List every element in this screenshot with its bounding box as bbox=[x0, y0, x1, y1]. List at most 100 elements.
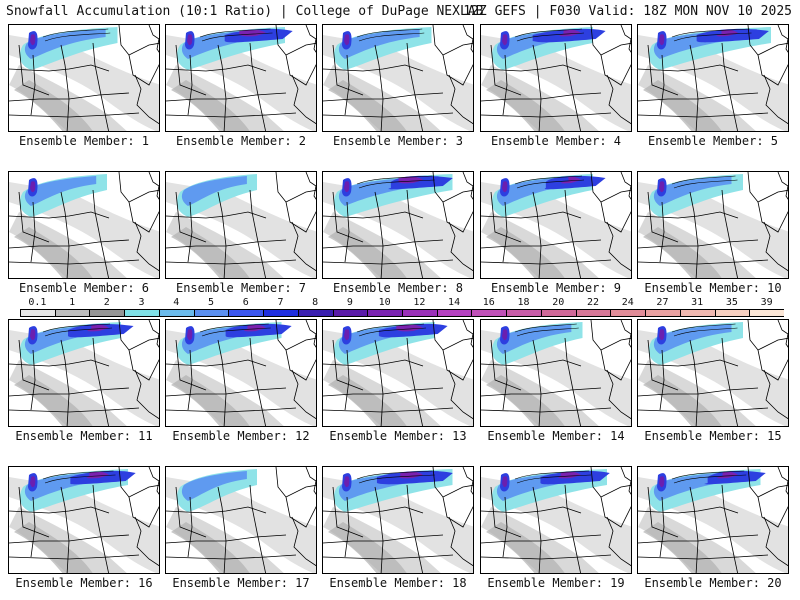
colorbar-tick bbox=[124, 309, 126, 317]
colorbar-swatch bbox=[506, 309, 541, 317]
colorbar-tick-label: 4 bbox=[173, 297, 180, 308]
colorbar-tick bbox=[263, 309, 265, 317]
colorbar-tick-label: 35 bbox=[725, 297, 738, 308]
colorbar-swatch bbox=[471, 309, 507, 317]
ensemble-member-panel bbox=[480, 319, 632, 427]
snowfall-map bbox=[166, 320, 316, 426]
ensemble-member-label: Ensemble Member: 20 bbox=[644, 576, 782, 590]
ensemble-member-panel bbox=[322, 466, 474, 574]
ensemble-member-panel bbox=[165, 319, 317, 427]
colorbar-tick-label: 12 bbox=[413, 297, 426, 308]
snowfall-map bbox=[323, 467, 473, 573]
colorbar-swatch bbox=[749, 309, 784, 317]
ensemble-member-panel bbox=[480, 24, 632, 132]
ensemble-member-panel bbox=[8, 466, 160, 574]
colorbar-tick-label: 16 bbox=[482, 297, 495, 308]
colorbar-tick-label: 9 bbox=[346, 297, 353, 308]
colorbar-swatch bbox=[158, 309, 194, 317]
colorbar-tick bbox=[193, 309, 195, 317]
colorbar-tick bbox=[714, 309, 716, 317]
ensemble-member-panel bbox=[322, 24, 474, 132]
colorbar-tick-label: 8 bbox=[312, 297, 319, 308]
snowfall-map bbox=[166, 25, 316, 131]
ensemble-member-panel bbox=[637, 171, 789, 279]
colorbar-tick-label: 20 bbox=[552, 297, 565, 308]
colorbar-swatch bbox=[228, 309, 264, 317]
ensemble-member-label: Ensemble Member: 9 bbox=[490, 281, 622, 295]
colorbar-tick-label: 39 bbox=[760, 297, 773, 308]
ensemble-member-label: Ensemble Member: 11 bbox=[15, 429, 153, 443]
ensemble-member-label: Ensemble Member: 13 bbox=[329, 429, 467, 443]
ensemble-member-panel bbox=[322, 319, 474, 427]
colorbar-swatch bbox=[124, 309, 159, 317]
snowfall-map bbox=[9, 320, 159, 426]
ensemble-member-panel bbox=[8, 171, 160, 279]
snowfall-map bbox=[481, 25, 631, 131]
colorbar-tick bbox=[610, 309, 612, 317]
run-info: 12Z GEFS | F030 Valid: 18Z MON NOV 10 20… bbox=[463, 4, 792, 19]
colorbar-tick-label: 7 bbox=[277, 297, 284, 308]
colorbar-tick bbox=[749, 309, 751, 317]
colorbar-tick bbox=[645, 309, 647, 317]
colorbar-swatch bbox=[645, 309, 680, 317]
colorbar-swatch bbox=[20, 309, 55, 317]
colorbar-tick-label: 3 bbox=[138, 297, 145, 308]
colorbar-swatch bbox=[54, 309, 90, 317]
ensemble-member-panel bbox=[165, 171, 317, 279]
snowfall-map bbox=[9, 467, 159, 573]
ensemble-member-panel bbox=[8, 24, 160, 132]
ensemble-member-panel bbox=[8, 319, 160, 427]
colorbar-tick-label: 24 bbox=[621, 297, 634, 308]
colorbar-tick-label: 27 bbox=[656, 297, 669, 308]
colorbar-tick-label: 18 bbox=[517, 297, 530, 308]
colorbar-tick-label: 2 bbox=[103, 297, 110, 308]
snowfall-map bbox=[481, 467, 631, 573]
ensemble-member-label: Ensemble Member: 12 bbox=[172, 429, 310, 443]
ensemble-member-label: Ensemble Member: 4 bbox=[490, 134, 622, 148]
colorbar-swatch bbox=[89, 309, 125, 317]
colorbar-tick-label: 14 bbox=[448, 297, 461, 308]
colorbar-swatch bbox=[610, 309, 646, 317]
colorbar-swatch bbox=[436, 309, 472, 317]
colorbar-tick-label: 6 bbox=[242, 297, 249, 308]
snowfall-map bbox=[323, 320, 473, 426]
colorbar-tick-label: 0.1 bbox=[28, 297, 47, 308]
snowfall-map bbox=[323, 172, 473, 278]
snowfall-map bbox=[9, 25, 159, 131]
colorbar-swatch bbox=[263, 309, 298, 317]
ensemble-member-label: Ensemble Member: 7 bbox=[175, 281, 307, 295]
snowfall-map bbox=[166, 172, 316, 278]
colorbar-tick bbox=[679, 309, 681, 317]
colorbar-tick-label: 22 bbox=[586, 297, 600, 308]
ensemble-member-label: Ensemble Member: 14 bbox=[487, 429, 625, 443]
colorbar-tick bbox=[89, 309, 91, 317]
ensemble-member-label: Ensemble Member: 5 bbox=[647, 134, 779, 148]
colorbar-tick-label: 5 bbox=[207, 297, 215, 308]
snowfall-map bbox=[638, 25, 788, 131]
colorbar-swatch bbox=[367, 309, 402, 317]
ensemble-member-label: Ensemble Member: 18 bbox=[329, 576, 467, 590]
ensemble-member-label: Ensemble Member: 10 bbox=[644, 281, 782, 295]
snowfall-map bbox=[323, 25, 473, 131]
ensemble-member-label: Ensemble Member: 17 bbox=[172, 576, 310, 590]
ensemble-member-label: Ensemble Member: 3 bbox=[332, 134, 464, 148]
ensemble-member-panel bbox=[480, 171, 632, 279]
ensemble-member-label: Ensemble Member: 16 bbox=[15, 576, 153, 590]
colorbar-tick bbox=[228, 309, 230, 317]
snowfall-map bbox=[638, 320, 788, 426]
colorbar-swatch bbox=[297, 309, 333, 317]
colorbar-tick bbox=[575, 309, 577, 317]
ensemble-member-label: Ensemble Member: 1 bbox=[18, 134, 150, 148]
ensemble-member-panel bbox=[322, 171, 474, 279]
colorbar-tick bbox=[20, 309, 21, 317]
ensemble-member-label: Ensemble Member: 2 bbox=[175, 134, 307, 148]
colorbar-tick bbox=[332, 309, 334, 317]
ensemble-member-panel bbox=[637, 319, 789, 427]
colorbar-tick bbox=[402, 309, 403, 317]
snowfall-map bbox=[9, 172, 159, 278]
colorbar-tick bbox=[540, 309, 542, 317]
chart-title: Snowfall Accumulation (10:1 Ratio) | Col… bbox=[6, 4, 484, 19]
ensemble-member-panel bbox=[165, 24, 317, 132]
colorbar-tick-label: 10 bbox=[378, 297, 391, 308]
colorbar-swatch bbox=[714, 309, 750, 317]
